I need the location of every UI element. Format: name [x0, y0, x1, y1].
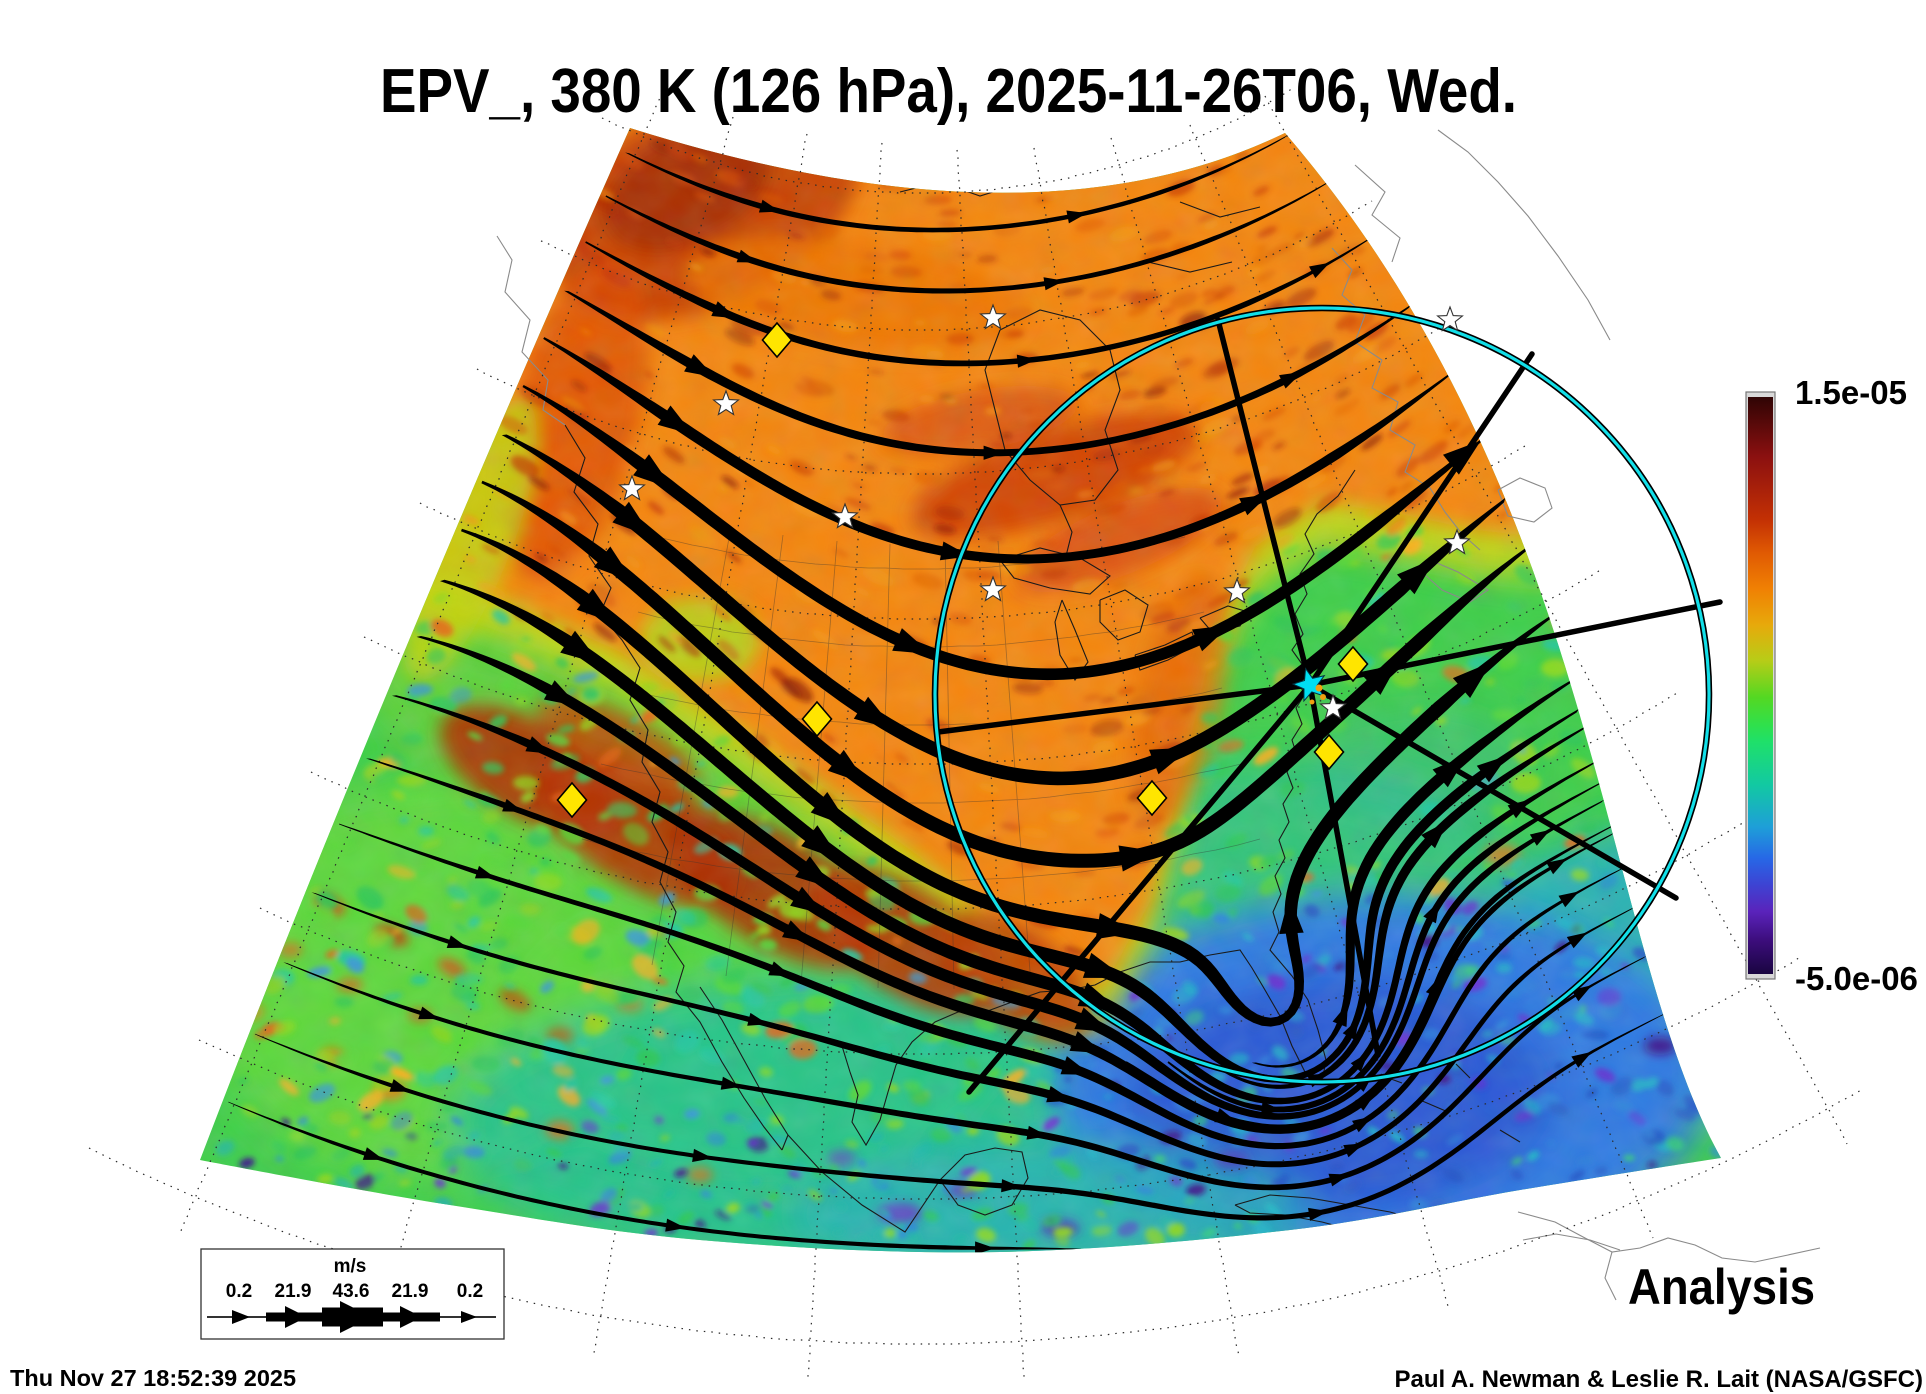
svg-text:m/s: m/s — [334, 1256, 367, 1277]
svg-text:43.6: 43.6 — [333, 1281, 370, 1302]
svg-text:EPV_, 380 K (126 hPa), 2025-11: EPV_, 380 K (126 hPa), 2025-11-26T06, We… — [380, 57, 1517, 126]
svg-text:21.9: 21.9 — [275, 1281, 312, 1302]
svg-text:Thu Nov 27 18:52:39 2025: Thu Nov 27 18:52:39 2025 — [10, 1365, 296, 1391]
svg-text:21.9: 21.9 — [392, 1281, 429, 1302]
svg-text:1.5e-05: 1.5e-05 — [1795, 374, 1907, 411]
svg-text:-5.0e-06: -5.0e-06 — [1795, 960, 1918, 997]
svg-text:Analysis: Analysis — [1628, 1259, 1815, 1315]
svg-text:0.2: 0.2 — [457, 1281, 483, 1302]
svg-text:0.2: 0.2 — [226, 1281, 252, 1302]
svg-text:Paul A. Newman & Leslie R. Lai: Paul A. Newman & Leslie R. Lait (NASA/GS… — [1394, 1366, 1923, 1393]
